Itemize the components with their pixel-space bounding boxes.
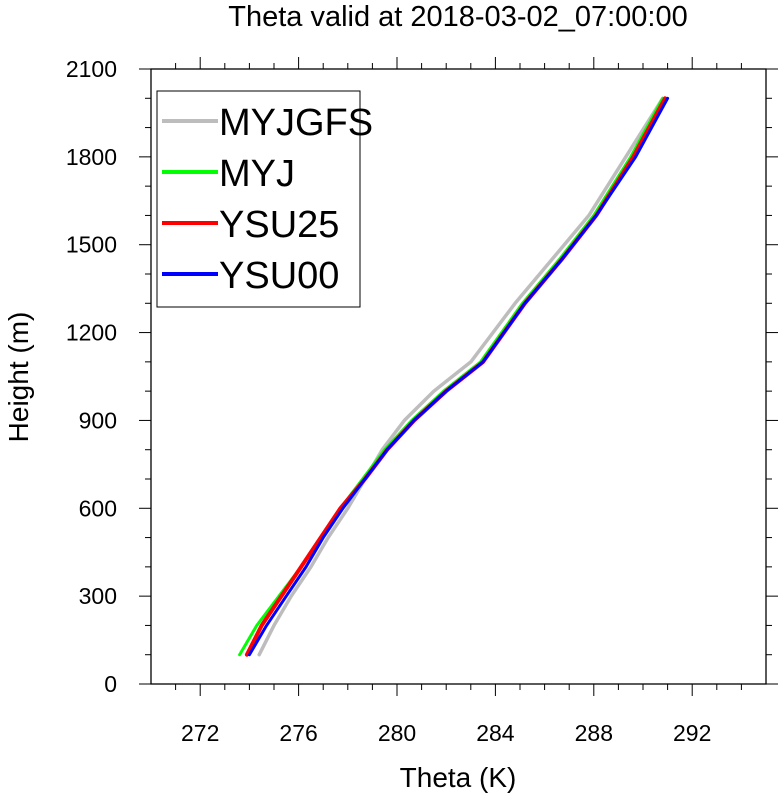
legend-label-ysu25: YSU25	[219, 204, 339, 246]
y-tick-label: 1800	[66, 144, 117, 170]
plot-area-frame	[150, 68, 767, 685]
x-tick-label: 284	[476, 720, 515, 746]
y-axis-label: Height (m)	[3, 312, 34, 443]
legend-label-myjgfs: MYJGFS	[219, 102, 373, 144]
x-tick-label: 288	[575, 720, 613, 746]
x-tick-label: 276	[279, 720, 317, 746]
series-lines	[238, 96, 670, 657]
x-tick-label: 280	[378, 720, 416, 746]
y-tick-label: 900	[79, 407, 117, 433]
series-line-ysu00	[247, 96, 670, 657]
legend-items: MYJGFS MYJ YSU25 YSU00	[162, 102, 373, 297]
y-tick-label: 0	[104, 671, 117, 697]
series-line-myjgfs	[257, 96, 665, 657]
legend-box	[156, 90, 361, 308]
tick-labels: 272 276 280 284 288 292 0 300 600 900 1200 1500 1800…	[66, 56, 712, 746]
y-tick-label: 1200	[66, 320, 117, 346]
y-tick-label: 300	[79, 583, 117, 609]
legend: MYJGFS MYJ YSU25 YSU00	[156, 90, 373, 308]
y-tick-label: 1500	[66, 232, 117, 258]
x-tick-label: 292	[673, 720, 711, 746]
x-tick-label: 272	[181, 720, 219, 746]
y-tick-label: 2100	[66, 56, 117, 82]
legend-label-ysu00: YSU00	[219, 255, 339, 297]
chart-title: Theta valid at 2018-03-02_07:00:00	[228, 1, 688, 33]
axis-ticks	[139, 57, 778, 696]
y-tick-label: 600	[79, 495, 117, 521]
x-axis-label: Theta (K)	[400, 762, 517, 793]
legend-label-myj: MYJ	[219, 153, 295, 195]
